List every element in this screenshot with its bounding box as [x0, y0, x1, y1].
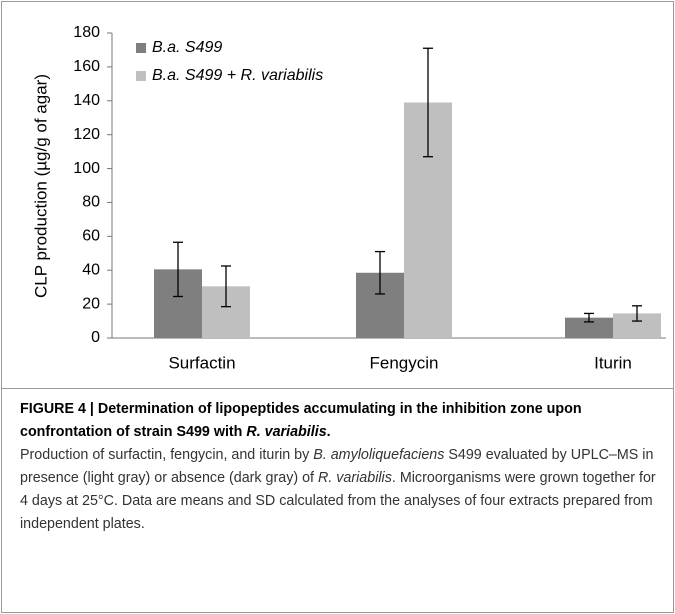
y-tick-label: 60 [82, 228, 100, 245]
bar [565, 317, 613, 338]
y-tick-label: 0 [91, 329, 100, 346]
chart: CLP production (µg/g of agar) 0 20 40 60 80 1… [31, 24, 666, 372]
y-tick-label: 180 [73, 24, 100, 41]
y-tick-label: 160 [73, 58, 100, 75]
y-tick-label: 20 [82, 295, 100, 312]
legend-swatch [136, 43, 146, 53]
x-tick-label: Fengycin [370, 353, 439, 372]
caption-body: Production of surfactin, fengycin, and i… [20, 444, 660, 536]
legend-swatch [136, 71, 146, 81]
caption-text: . Microorganisms were grown together for… [20, 470, 656, 532]
x-tick-label: Surfactin [168, 353, 235, 372]
error-bar [375, 250, 385, 295]
y-tick-label: 40 [82, 261, 100, 278]
caption-text: R. variabilis [246, 424, 327, 440]
caption-text: S499 evaluated by UPLC–MS in presence (l… [20, 447, 654, 486]
caption-title: FIGURE 4 | Determination of lipopeptides… [20, 398, 660, 444]
y-tick-label: 140 [73, 92, 100, 109]
error-bar [423, 47, 433, 158]
error-bar [632, 305, 642, 322]
error-bar [221, 265, 231, 308]
separator [2, 388, 673, 389]
legend-label: B.a. S499 + R. variabilis [152, 67, 323, 84]
error-bar [173, 241, 183, 298]
caption-text: B. amyloliquefaciens [313, 447, 445, 463]
caption-text: FIGURE 4 | Determination of lipopeptides… [20, 401, 582, 440]
caption: FIGURE 4 | Determination of lipopeptides… [20, 398, 660, 536]
error-bar [584, 312, 594, 323]
y-tick-label: 120 [73, 126, 100, 143]
y-tick-label: 80 [82, 194, 100, 211]
caption-text: R. variabilis [318, 470, 392, 486]
caption-text: . [326, 424, 331, 440]
legend-label: B.a. S499 [152, 39, 222, 56]
x-tick-label: Iturin [594, 353, 632, 372]
y-tick-label: 100 [73, 160, 100, 177]
caption-text: Production of surfactin, fengycin, and i… [20, 447, 314, 463]
y-axis-label: CLP production (µg/g of agar) [31, 74, 50, 298]
